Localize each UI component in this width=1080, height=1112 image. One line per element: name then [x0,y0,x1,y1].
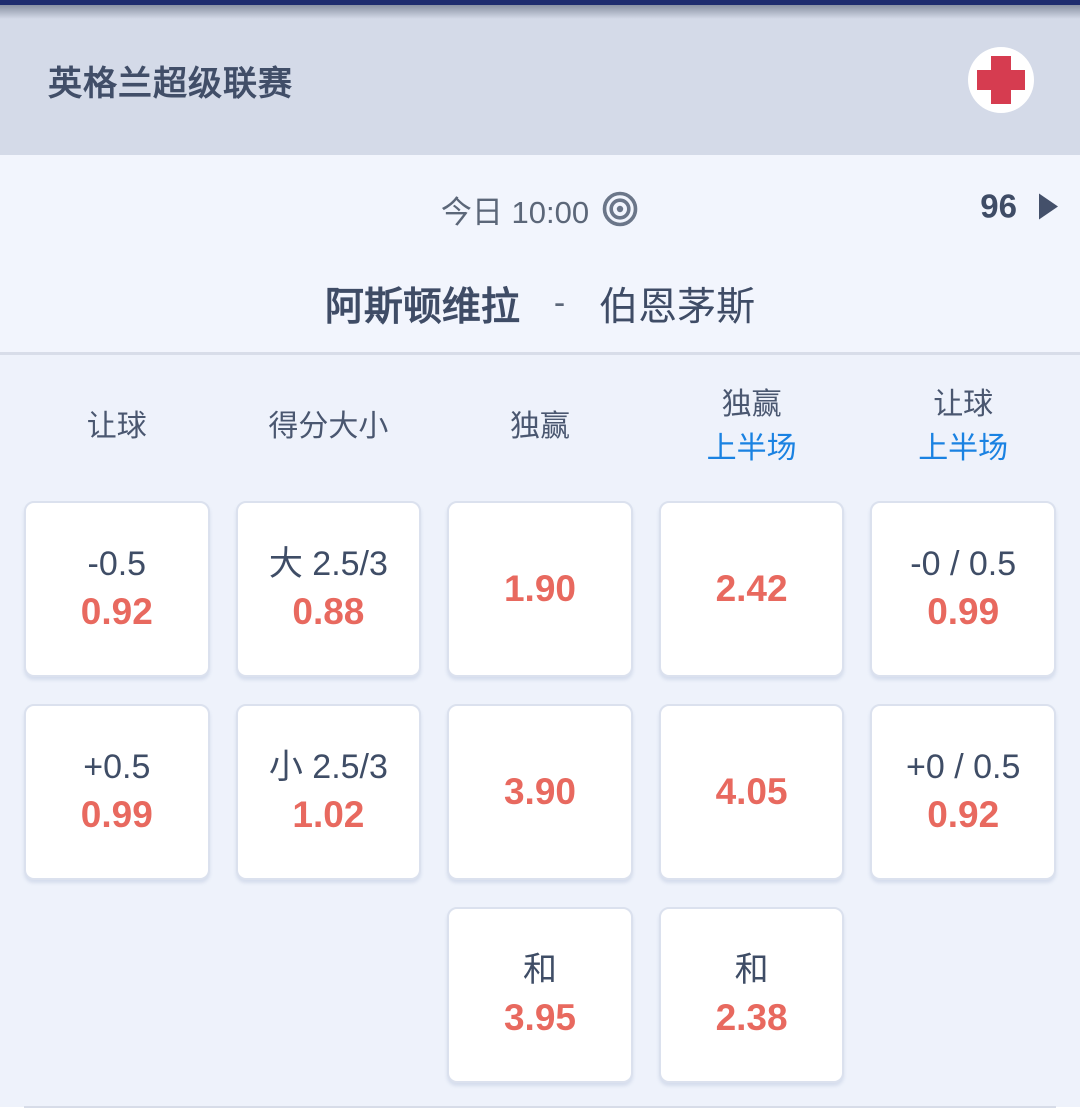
odds-cell-r1-c2[interactable]: 大 2.5/3 0.88 [235,501,422,677]
empty-slot [870,907,1056,1083]
handicap-line: -0.5 [87,545,147,583]
odds-value: 0.99 [80,794,153,835]
odds-cell-r2-c4[interactable]: 4.05 [658,704,845,880]
odds-section: 让球 得分大小 独赢 独赢 上半场 让球 上半场 -0.5 0.92 大 2.5/3 0.88 1.… [0,355,1080,1108]
handicap-line: 和 [734,951,769,989]
market-column-header-3: 独赢 [447,405,633,449]
odds-value: 3.90 [503,771,576,812]
odds-cell-r2-c5[interactable]: +0 / 0.5 0.92 [870,704,1056,880]
market-column-header-1: 让球 [24,405,210,449]
odds-cell-r3-c3[interactable]: 和 3.95 [447,907,633,1083]
odds-value: 3.95 [503,997,576,1038]
odds-value: 4.05 [715,771,788,812]
market-label: 独赢 [721,388,782,421]
away-team-name: 伯恩茅斯 [599,285,756,329]
market-label: 得分大小 [268,410,389,443]
odds-value: 0.88 [292,591,365,632]
market-column-header-4: 独赢 上半场 [659,383,845,471]
odds-cell-r1-c1[interactable]: -0.5 0.92 [24,501,210,677]
match-info-panel: 今日 10:00 96 阿斯顿维拉 - 伯恩茅斯 [0,155,1080,352]
odds-value: 0.99 [927,591,1000,632]
home-team-name: 阿斯顿维拉 [324,285,520,329]
market-period-label: 上半场 [918,432,1009,465]
bottom-divider [24,1106,1056,1108]
odds-cell-r2-c1[interactable]: +0.5 0.99 [24,704,210,880]
top-accent-bar [0,0,1080,5]
odds-cell-r1-c3[interactable]: 1.90 [447,501,633,677]
handicap-line: +0 / 0.5 [906,748,1021,786]
bullseye-icon [602,191,638,227]
market-label: 让球 [86,410,147,443]
market-column-header-2: 得分大小 [236,405,422,449]
market-column-header-5: 让球 上半场 [870,383,1056,471]
odds-grid: -0.5 0.92 大 2.5/3 0.88 1.90 2.42 -0 / 0.5 0.99 +… [24,501,1056,1083]
handicap-line: 和 [522,951,557,989]
match-time-row: 今日 10:00 96 [0,155,1080,255]
handicap-line: 小 2.5/3 [268,748,388,786]
market-label: 让球 [933,388,994,421]
market-label: 独赢 [509,410,570,443]
odds-cell-r1-c5[interactable]: -0 / 0.5 0.99 [870,501,1056,677]
markets-count: 96 [980,187,1017,225]
odds-value: 1.02 [292,794,365,835]
handicap-line: +0.5 [83,748,151,786]
league-header[interactable]: 英格兰超级联赛 [0,5,1080,155]
market-column-headers: 让球 得分大小 独赢 独赢 上半场 让球 上半场 [24,381,1056,473]
odds-value: 1.90 [503,568,576,609]
handicap-line: 大 2.5/3 [268,545,388,583]
odds-cell-r3-c4[interactable]: 和 2.38 [658,907,845,1083]
odds-value: 0.92 [80,591,153,632]
section-divider [0,352,1080,355]
league-title: 英格兰超级联赛 [48,64,293,103]
handicap-line: -0 / 0.5 [910,545,1017,583]
market-period-label: 上半场 [706,432,797,465]
empty-slot [24,907,210,1083]
odds-cell-r2-c3[interactable]: 3.90 [447,704,633,880]
more-markets-button[interactable]: 96 [980,188,1058,226]
odds-cell-r1-c4[interactable]: 2.42 [658,501,845,677]
chevron-right-icon [1039,193,1058,220]
england-flag-icon [968,47,1034,113]
match-title[interactable]: 阿斯顿维拉 - 伯恩茅斯 [0,255,1080,352]
odds-value: 2.42 [715,568,788,609]
odds-value: 0.92 [927,794,1000,835]
odds-value: 2.38 [715,997,788,1038]
empty-slot [236,907,422,1083]
match-time: 今日 10:00 [440,194,590,230]
team-separator: - [553,284,566,322]
odds-cell-r2-c2[interactable]: 小 2.5/3 1.02 [235,704,422,880]
